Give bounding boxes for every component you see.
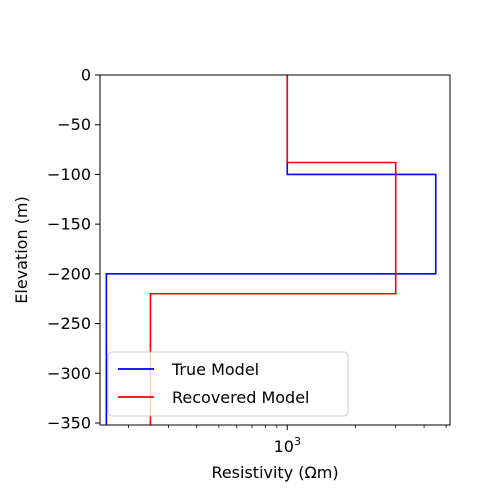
- legend-label: Recovered Model: [172, 388, 310, 407]
- axes-frame: [99, 74, 451, 426]
- y-axis-label: Elevation (m): [12, 196, 31, 303]
- series-line-2: [149, 75, 397, 425]
- legend-label: True Model: [171, 360, 259, 379]
- x-tick-label: 103: [274, 435, 301, 456]
- y-tick-label: −150: [47, 215, 91, 234]
- y-tick-label: −50: [57, 115, 91, 134]
- y-tick-label: 0: [81, 66, 91, 85]
- x-axis-label: Resistivity (Ωm): [211, 463, 338, 482]
- y-tick-label: −350: [47, 414, 91, 433]
- ticks-layer: 0 −50 −100 −150 −200 −250 −300 −350 103: [47, 66, 447, 456]
- series-layer: [105, 75, 437, 425]
- y-tick-label: −300: [47, 364, 91, 383]
- legend: True Model Recovered Model: [107, 351, 349, 417]
- y-tick-label: −250: [47, 314, 91, 333]
- y-tick-label: −200: [47, 264, 91, 283]
- y-tick-label: −100: [47, 165, 91, 184]
- legend-box: [107, 351, 349, 417]
